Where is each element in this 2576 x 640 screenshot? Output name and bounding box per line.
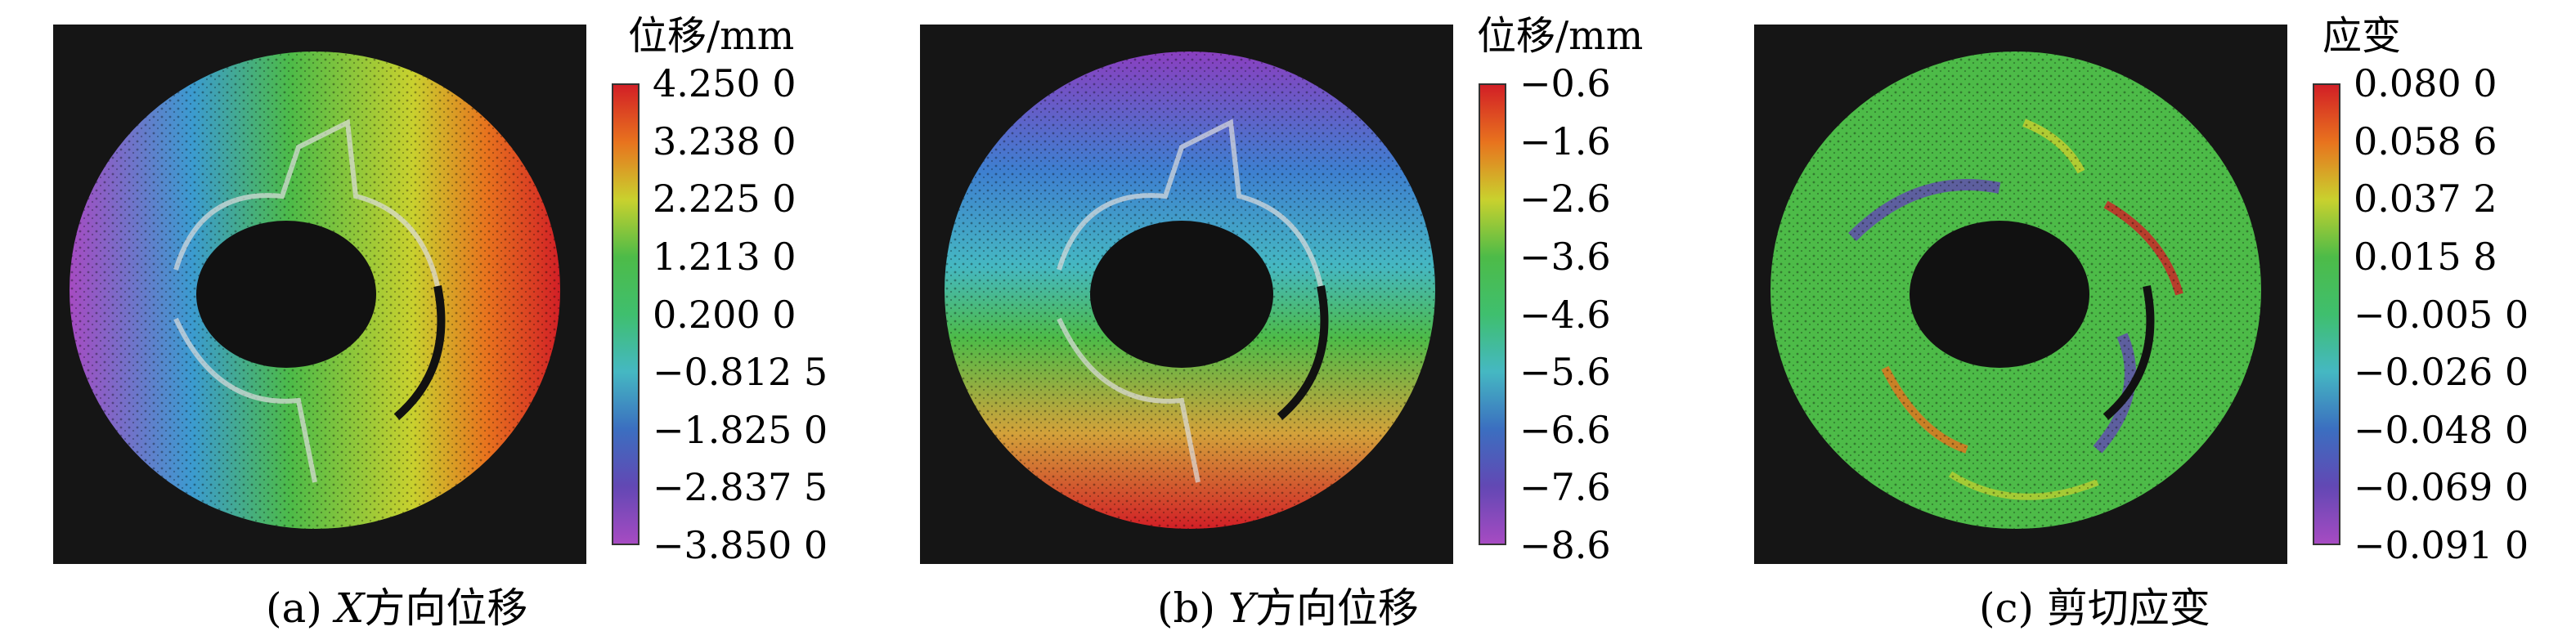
displacement-y-field-image [920, 25, 1453, 564]
colorbar-tick: −0.812 5 [653, 350, 828, 395]
colorbar-tick: −4.6 [1519, 292, 1611, 337]
colorbar-tick: 4.250 0 [653, 61, 797, 105]
colorbar-tick: −8.6 [1519, 523, 1611, 567]
center-hole [1910, 221, 2089, 368]
colorbar-ticks-c: 0.080 0 0.058 6 0.037 2 0.015 8 −0.005 0… [2354, 62, 2566, 566]
colorbar-tick: −2.6 [1519, 177, 1611, 222]
colorbar-tick: −1.6 [1519, 119, 1611, 163]
center-hole [196, 221, 376, 368]
colorbar-unit-b: 位移/mm [1477, 13, 1644, 59]
colorbar-tick: −0.005 0 [2354, 292, 2529, 337]
colorbar-tick: −0.091 0 [2354, 523, 2529, 567]
colorbar-tick: −5.6 [1519, 350, 1611, 395]
colorbar-tick: 1.213 0 [653, 234, 797, 279]
colorbar-b [1479, 83, 1506, 545]
caption-prefix: (c) [1979, 584, 2047, 632]
colorbar-unit-a: 位移/mm [628, 13, 795, 59]
colorbar-tick: −7.6 [1519, 465, 1611, 510]
colorbar-tick: −0.6 [1519, 61, 1611, 105]
colorbar-tick: −1.825 0 [653, 407, 828, 452]
caption-c: (c) 剪切应变 [1979, 582, 2210, 634]
caption-a: (a) X方向位移 [266, 582, 527, 634]
colorbar-tick: 0.058 6 [2354, 119, 2497, 163]
field-c-svg [1770, 51, 2261, 529]
caption-axis: X [334, 584, 365, 632]
colorbar-tick: 0.200 0 [653, 292, 797, 337]
panel-a: 位移/mm 4.250 0 3.238 0 2.225 0 1.213 0 0.… [0, 0, 850, 640]
caption-prefix: (b) [1157, 584, 1228, 632]
colorbar-ticks-a: 4.250 0 3.238 0 2.225 0 1.213 0 0.200 0 … [653, 62, 865, 566]
panel-b: 位移/mm −0.6 −1.6 −2.6 −3.6 −4.6 −5.6 −6.6… [867, 0, 1717, 640]
caption-axis: Y [1227, 584, 1255, 632]
colorbar-tick: −0.026 0 [2354, 350, 2529, 395]
caption-b: (b) Y方向位移 [1157, 582, 1419, 634]
colorbar-a [612, 83, 640, 545]
colorbar-tick: 0.015 8 [2354, 234, 2497, 279]
colorbar-tick: 3.238 0 [653, 119, 797, 163]
colorbar-tick: −3.6 [1519, 234, 1611, 279]
colorbar-c [2313, 83, 2340, 545]
colorbar-tick: 0.037 2 [2354, 177, 2497, 222]
colorbar-tick: −0.048 0 [2354, 407, 2529, 452]
shear-strain-field-image [1754, 25, 2287, 564]
colorbar-tick: −2.837 5 [653, 465, 828, 510]
colorbar-tick: 0.080 0 [2354, 61, 2497, 105]
field-a-svg [70, 51, 560, 529]
colorbar-tick: −3.850 0 [653, 523, 828, 567]
displacement-x-field-image [53, 25, 586, 564]
colorbar-tick: −0.069 0 [2354, 465, 2529, 510]
center-hole [1090, 221, 1273, 368]
colorbar-ticks-b: −0.6 −1.6 −2.6 −3.6 −4.6 −5.6 −6.6 −7.6 … [1519, 62, 1732, 566]
caption-prefix: (a) [266, 584, 335, 632]
caption-text: 剪切应变 [2046, 584, 2210, 632]
panel-c: 应变 0.080 0 0.058 6 0.037 2 0.015 8 −0.00… [1701, 0, 2551, 640]
caption-text: 方向位移 [1254, 584, 1419, 632]
colorbar-tick: −6.6 [1519, 407, 1611, 452]
colorbar-tick: 2.225 0 [653, 177, 797, 222]
field-b-svg [945, 51, 1435, 529]
caption-text: 方向位移 [364, 584, 528, 632]
colorbar-unit-c: 应变 [2322, 13, 2402, 59]
